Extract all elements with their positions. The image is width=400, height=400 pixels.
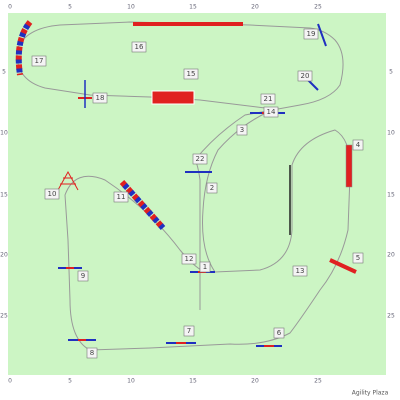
axis-label: 25 [314, 378, 322, 385]
axis-bottom: 0 5 10 15 20 25 [8, 378, 322, 385]
obstacle-number: 15 [187, 70, 196, 78]
obstacle-number: 18 [96, 94, 105, 102]
obstacle-number: 8 [90, 349, 94, 357]
axis-label: 20 [0, 252, 8, 259]
obstacle-number: 22 [196, 155, 205, 163]
obstacle-number: 7 [187, 327, 191, 335]
axis-right: 5 10 15 20 25 [387, 69, 395, 320]
axis-label: 10 [0, 130, 8, 137]
axis-top: 0 5 10 15 20 25 [8, 4, 322, 11]
axis-label: 20 [251, 378, 259, 385]
course-path [64, 111, 351, 351]
obstacle-number: 1 [203, 263, 207, 271]
obstacle-number: 17 [35, 57, 44, 65]
axis-label: 25 [314, 4, 322, 11]
tunnel [15, 20, 357, 274]
field [8, 13, 386, 375]
obstacle-number: 19 [307, 30, 316, 38]
obstacle-number: 2 [210, 184, 214, 192]
obstacle-number: 14 [267, 108, 276, 116]
axis-label: 15 [189, 4, 197, 11]
axis-label: 20 [251, 4, 259, 11]
obstacle-number: 3 [240, 126, 244, 134]
obstacle-number: 4 [356, 141, 361, 149]
obstacle-number: 13 [296, 267, 305, 275]
axis-label: 10 [127, 4, 135, 11]
obstacle-number: 6 [277, 329, 282, 337]
obstacle-number: 9 [81, 272, 85, 280]
obstacle-number: 20 [301, 72, 310, 80]
obstacle-number: 21 [264, 95, 273, 103]
axis-label: 5 [2, 69, 6, 76]
axis-label: 15 [387, 192, 395, 199]
axis-label: 25 [387, 313, 395, 320]
axis-left: 5 10 15 20 25 [0, 69, 8, 320]
axis-label: 0 [8, 4, 12, 11]
axis-label: 20 [387, 252, 395, 259]
obstacle-number: 12 [185, 255, 194, 263]
axis-label: 10 [387, 130, 395, 137]
obstacle-number: 11 [117, 193, 126, 201]
axis-label: 15 [189, 378, 197, 385]
axis-label: 0 [8, 378, 12, 385]
obstacle-number: 5 [356, 254, 360, 262]
axis-label: 5 [68, 378, 72, 385]
footer: Agility Plaza [352, 390, 389, 397]
axis-label: 5 [68, 4, 72, 11]
axis-label: 5 [389, 69, 393, 76]
obstacle-number: 16 [135, 43, 144, 51]
axis-label: 10 [127, 378, 135, 385]
obstacle-numbers: 1 2 3 4 5 6 7 8 9 10 11 12 13 14 15 16 1… [31, 28, 364, 359]
axis-label: 25 [0, 313, 8, 320]
axis-label: 15 [0, 192, 8, 199]
obstacle-number: 10 [48, 190, 57, 198]
